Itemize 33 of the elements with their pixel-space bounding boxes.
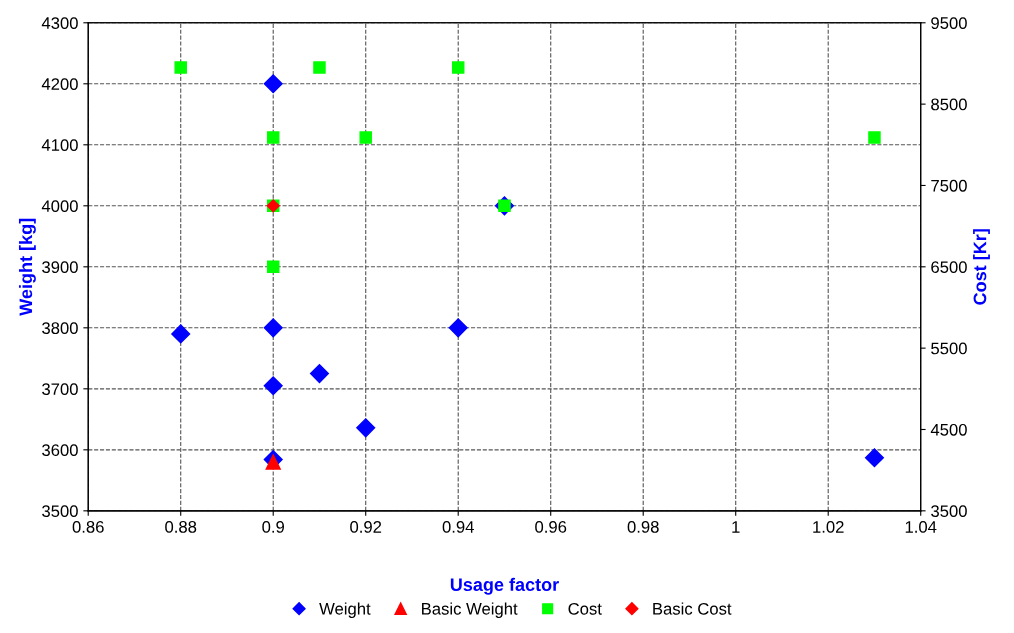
y-tick-label: 4300 <box>41 17 78 29</box>
x-tick-label: 0.94 <box>442 520 474 533</box>
y-tick-label: 3700 <box>42 383 78 396</box>
y2-tick-label: 4500 <box>930 423 967 436</box>
x-tick-label: 0.96 <box>535 520 567 533</box>
y2-tick-label: 7500 <box>931 179 967 192</box>
x-tick-label: 1.02 <box>813 520 844 533</box>
x-tick-label: 0.88 <box>165 520 197 533</box>
x-tick-label: 0.92 <box>350 520 382 533</box>
y2-tick-label: 9500 <box>931 17 967 29</box>
y2-tick-label: 8500 <box>931 98 967 111</box>
y-tick-label: 3500 <box>42 505 78 518</box>
y-tick-label: 4100 <box>41 139 78 151</box>
y-tick-label: 4200 <box>41 78 78 90</box>
y2-tick-label: 5500 <box>931 342 967 355</box>
x-tick-label: 1 <box>732 521 740 533</box>
y-tick-label: 3600 <box>42 444 78 457</box>
y2-tick-label: 3500 <box>931 505 967 518</box>
legend-label: Weight <box>319 602 371 618</box>
y-axis-title: Weight [kg] <box>18 218 36 316</box>
x-tick-label: 0.86 <box>72 520 104 533</box>
y-tick-label: 3900 <box>42 261 78 274</box>
legend-label: Basic Weight <box>422 602 518 618</box>
x-axis-title: Usage factor <box>450 577 559 595</box>
y-tick-label: 4000 <box>41 200 78 213</box>
x-tick-label: 0.9 <box>262 520 285 533</box>
x-tick-label: 0.98 <box>627 520 659 533</box>
y-tick-label: 3800 <box>42 322 78 335</box>
legend-label: Basic Cost <box>653 602 732 615</box>
y2-axis-title: Cost [Kr] <box>973 229 990 305</box>
x-tick-label: 1.04 <box>905 520 937 533</box>
legend-label: Cost <box>568 602 602 615</box>
y2-tick-label: 6500 <box>931 261 967 274</box>
